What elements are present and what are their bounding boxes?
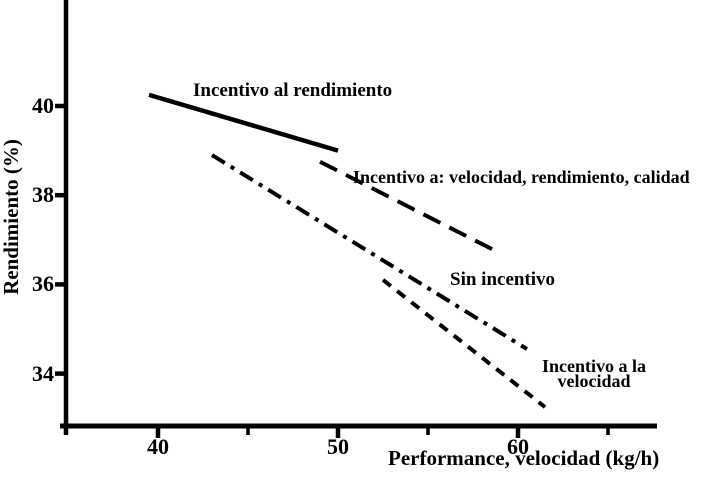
series-line <box>148 92 339 153</box>
x-tick-label: 50 <box>327 434 349 459</box>
series-label-sin-incentivo: Sin incentivo <box>450 269 556 290</box>
y-tick-label: 40 <box>32 93 54 118</box>
x-axis-title: Performance, velocidad (kg/h) <box>388 446 660 470</box>
y-tick-label: 38 <box>32 182 54 208</box>
x-tick-label: 40 <box>147 434 169 459</box>
series-label-incentivo-a-la-velocidad-line2: velocidad <box>557 371 631 391</box>
x-tick-label: 60 <box>507 434 529 459</box>
series-label-incentivo-velocidad-rendimiento-calidad: Incentivo a: velocidad, rendimiento, cal… <box>353 167 690 187</box>
series-label-incentivo-al-rendimiento: Incentivo al rendimiento <box>193 80 393 101</box>
y-tick-label: 34 <box>32 360 54 386</box>
series-label-incentivo-a-la-velocidad: Incentivo a la velocidad <box>519 356 669 391</box>
series-label-incentivo-a-la-velocidad-line1: Incentivo a la <box>541 356 646 376</box>
y-tick-label: 36 <box>32 271 54 297</box>
series-line <box>319 159 501 255</box>
series-line <box>210 153 529 351</box>
series-line <box>381 278 547 409</box>
